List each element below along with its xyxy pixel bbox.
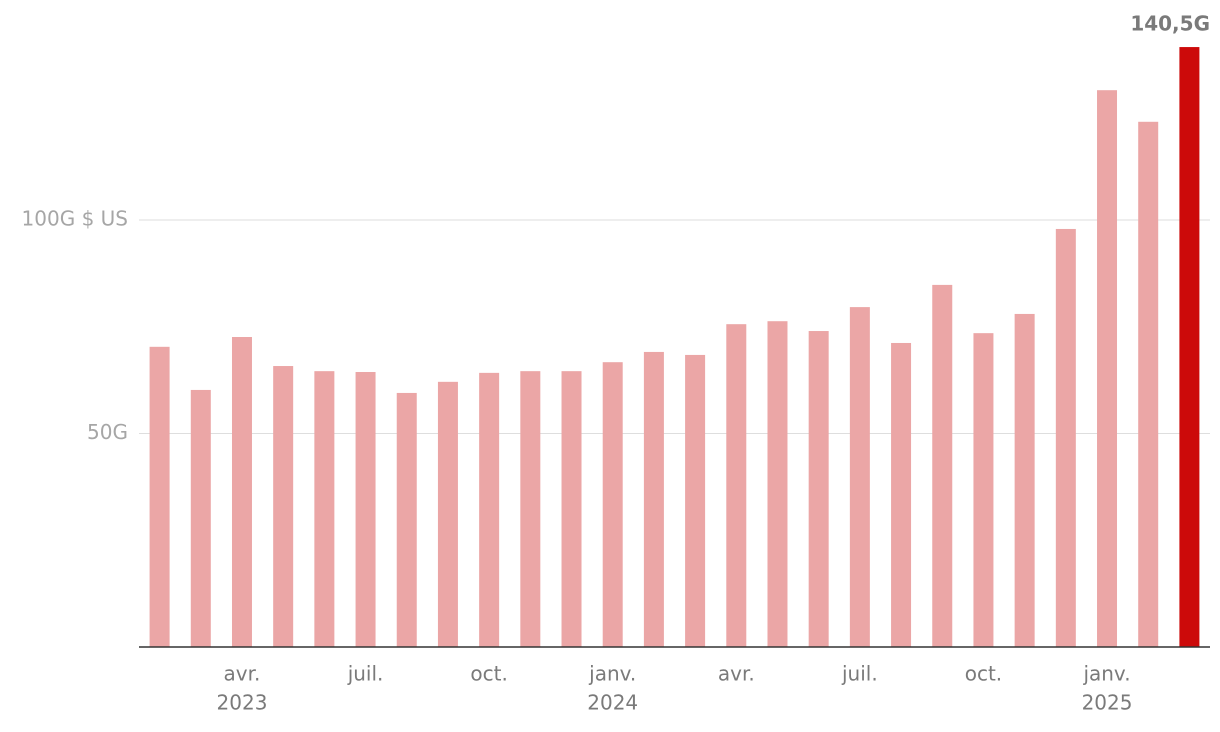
bar bbox=[273, 366, 294, 647]
bar bbox=[643, 351, 664, 647]
x-year-label: 2025 bbox=[1082, 691, 1133, 715]
bar bbox=[437, 381, 458, 647]
bar bbox=[808, 331, 829, 647]
bar bbox=[685, 354, 706, 647]
x-tick-label: oct. bbox=[965, 662, 1002, 686]
bar bbox=[231, 336, 252, 647]
bar bbox=[767, 321, 788, 647]
x-year-label: 2024 bbox=[587, 691, 638, 715]
x-year-label: 2023 bbox=[217, 691, 268, 715]
x-tick-label: janv. bbox=[1082, 662, 1130, 686]
bar bbox=[932, 284, 953, 647]
value-label: 140,5G bbox=[1130, 12, 1210, 36]
bar bbox=[520, 371, 541, 647]
x-tick-label: avr. bbox=[718, 662, 755, 686]
bar bbox=[973, 333, 994, 647]
x-tick-label: juil. bbox=[841, 662, 878, 686]
bar bbox=[314, 371, 335, 647]
bar bbox=[1179, 47, 1200, 647]
bar bbox=[1055, 228, 1076, 648]
bar bbox=[602, 362, 623, 647]
bar bbox=[1014, 313, 1035, 647]
bar bbox=[1097, 90, 1118, 647]
bar bbox=[849, 307, 870, 647]
bar bbox=[726, 324, 747, 647]
x-tick-label: avr. bbox=[224, 662, 261, 686]
bar bbox=[190, 389, 211, 647]
bar bbox=[149, 346, 170, 647]
bar bbox=[479, 372, 500, 647]
bar bbox=[396, 392, 417, 647]
bar bbox=[1138, 121, 1159, 648]
bar bbox=[355, 372, 376, 647]
y-tick-label: 100G $ US bbox=[22, 207, 128, 231]
y-tick-label: 50G bbox=[87, 420, 128, 444]
x-tick-label: janv. bbox=[588, 662, 636, 686]
x-tick-label: oct. bbox=[470, 662, 507, 686]
x-tick-label: juil. bbox=[347, 662, 384, 686]
bar bbox=[561, 371, 582, 647]
bar bbox=[891, 342, 912, 647]
